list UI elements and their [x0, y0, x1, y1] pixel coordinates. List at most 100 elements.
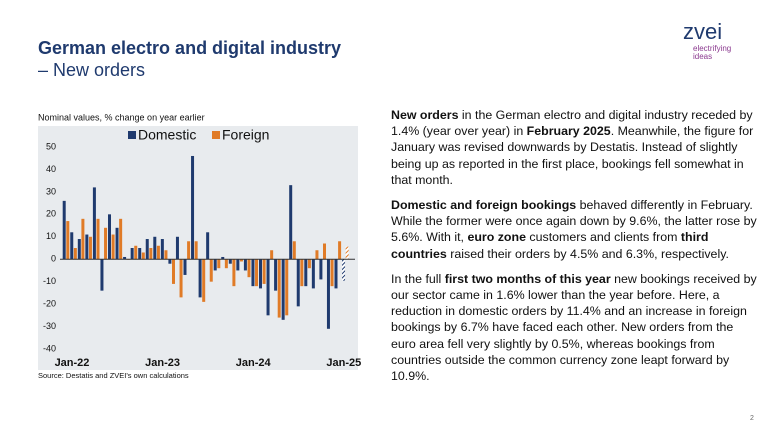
bar [88, 236, 92, 260]
bar [134, 245, 138, 260]
bar [213, 259, 217, 271]
bar [111, 234, 115, 260]
bar [224, 259, 228, 269]
source: Source: Destatis and ZVEI's own calculat… [38, 371, 189, 380]
bar [334, 259, 338, 289]
text: In the full [391, 271, 445, 286]
bar [96, 218, 100, 260]
bold-text: New orders [391, 108, 459, 122]
bar [266, 259, 270, 316]
bar [289, 185, 293, 260]
text: raised their orders by 4.5% and 6.3%, re… [446, 246, 729, 261]
bar [300, 259, 304, 287]
bar [304, 259, 308, 287]
bar [153, 236, 157, 260]
bar [217, 259, 221, 269]
bar [119, 218, 123, 260]
bold-text: February 2025 [526, 124, 611, 139]
bar [338, 241, 342, 260]
bar [62, 200, 66, 260]
bar [108, 214, 111, 260]
x-tick-label: Jan-25 [326, 357, 361, 369]
text: customers and clients from [525, 230, 681, 245]
y-tick-label: -30 [43, 321, 56, 331]
bar [323, 243, 326, 260]
paragraph: New orders in the German electro and dig… [391, 107, 757, 188]
bar [209, 259, 213, 282]
y-tick-label: 10 [46, 231, 56, 241]
bar [228, 259, 232, 264]
bar [160, 239, 164, 260]
y-tick-label: 20 [46, 209, 56, 219]
bar [191, 155, 195, 260]
legend-label: Foreign [222, 127, 269, 143]
bar [198, 259, 202, 298]
bar [270, 250, 274, 260]
bar [206, 232, 210, 260]
bar [307, 259, 311, 269]
logo: zvei [683, 19, 722, 44]
bar [232, 259, 236, 287]
bold-text: euro zone [467, 230, 526, 245]
bar [319, 259, 323, 280]
bar [251, 259, 255, 287]
y-tick-label: 30 [46, 186, 56, 196]
x-tick-label: Jan-24 [236, 357, 272, 369]
bar [259, 259, 262, 289]
bar [179, 259, 183, 298]
bar [243, 259, 247, 271]
paragraph: In the full first two months of this yea… [391, 271, 757, 384]
bar [296, 259, 300, 307]
bar [145, 239, 149, 260]
y-tick-label: 40 [46, 164, 56, 174]
bar [277, 259, 281, 318]
chart-note: Nominal values, % change on year earlier [38, 112, 205, 122]
bar [70, 232, 74, 260]
bar [274, 259, 278, 291]
bar [255, 259, 259, 287]
bar [292, 241, 296, 260]
bar [175, 236, 179, 260]
text: behaved differently in February. While t… [391, 198, 757, 245]
bar [123, 256, 127, 260]
bar [73, 248, 77, 260]
bar [326, 259, 330, 329]
bar [221, 256, 225, 260]
bar [104, 227, 108, 260]
bar [164, 250, 168, 260]
legend-swatch [212, 131, 220, 139]
title: German electro and digital industry [38, 38, 341, 58]
logo-tagline: electrifying [693, 44, 731, 53]
bar [330, 259, 334, 287]
bar [168, 259, 172, 264]
bold-text: Domestic and foreign bookings [391, 198, 577, 213]
body-text: New orders in the German electro and dig… [391, 107, 757, 393]
bar [85, 234, 89, 260]
page-number: 2 [750, 415, 754, 422]
bar [247, 259, 251, 278]
logo-tagline: ideas [693, 52, 712, 61]
subtitle: – New orders [38, 60, 145, 80]
text: in the German electro and digital indust… [391, 108, 753, 139]
bar [345, 246, 349, 260]
bar [130, 248, 134, 260]
bar [138, 248, 142, 260]
bar [262, 259, 266, 284]
legend-label: Domestic [138, 127, 196, 143]
bar [187, 241, 191, 260]
bar [100, 259, 104, 291]
bar [92, 187, 96, 260]
bar [141, 252, 145, 260]
bar [311, 259, 315, 289]
bar [115, 227, 119, 260]
bar [315, 250, 319, 260]
bar [149, 248, 153, 260]
bar [239, 259, 243, 262]
bar [172, 259, 175, 284]
y-tick-label: -40 [43, 343, 56, 353]
bar [281, 259, 285, 320]
bar [183, 259, 187, 275]
bar [236, 259, 240, 271]
